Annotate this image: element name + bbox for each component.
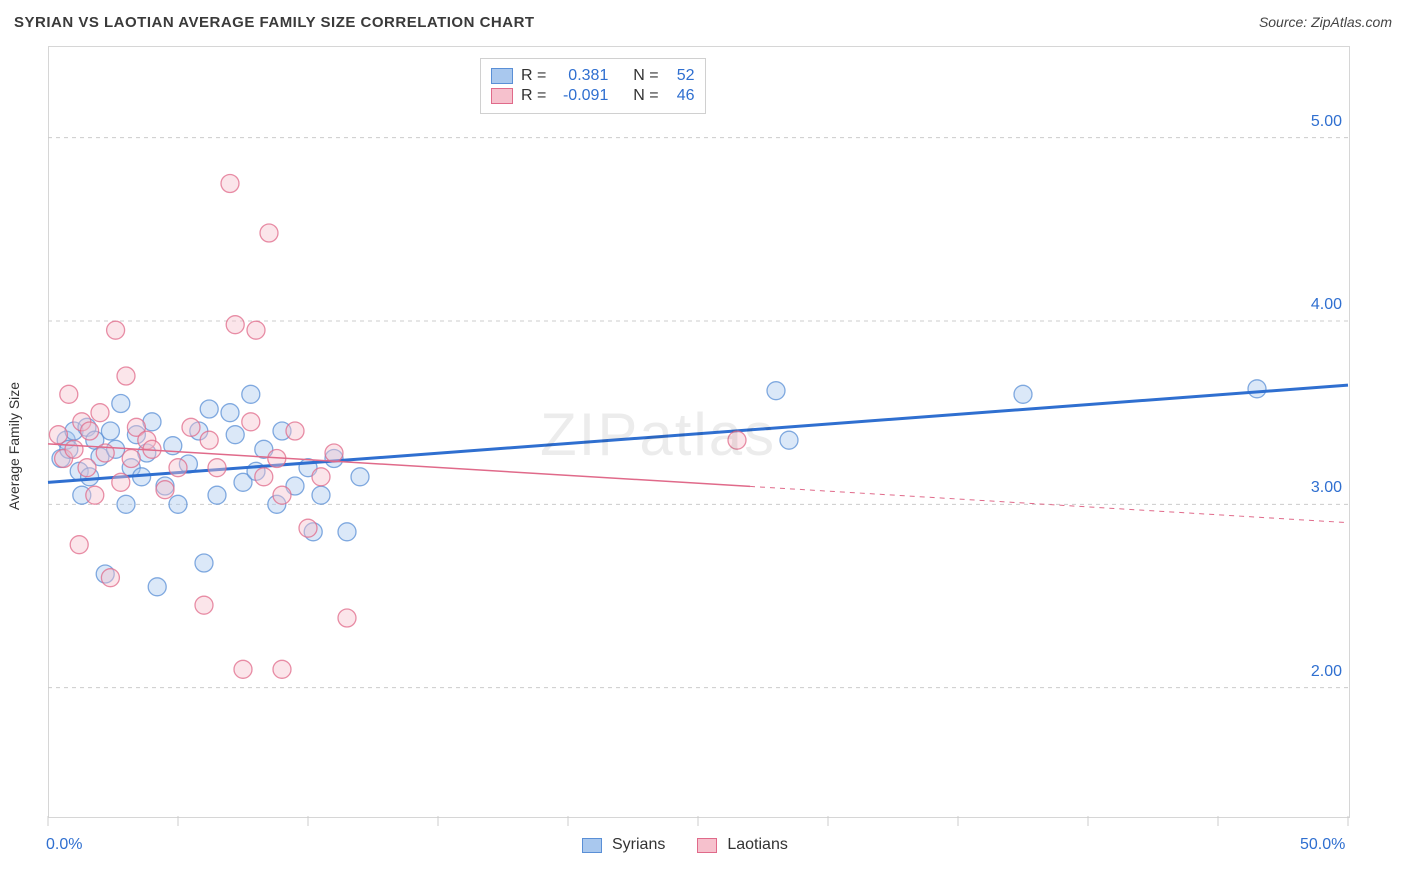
scatter-point (299, 519, 317, 537)
legend-swatch (582, 838, 602, 853)
stats-legend: R = 0.381 N = 52 R = -0.091 N = 46 (480, 58, 706, 114)
legend-swatch (697, 838, 717, 853)
scatter-point (226, 316, 244, 334)
scatter-point (60, 385, 78, 403)
scatter-point (117, 367, 135, 385)
scatter-point (117, 495, 135, 513)
scatter-point (242, 413, 260, 431)
stats-row: R = -0.091 N = 46 (491, 87, 695, 105)
scatter-point (112, 395, 130, 413)
legend-label: Laotians (727, 836, 788, 854)
scatter-point (247, 321, 265, 339)
chart-plot (48, 46, 1348, 816)
legend-swatch (491, 88, 513, 104)
scatter-point (728, 431, 746, 449)
chart-title: SYRIAN VS LAOTIAN AVERAGE FAMILY SIZE CO… (14, 14, 535, 31)
scatter-point (101, 422, 119, 440)
scatter-point (169, 495, 187, 513)
scatter-point (182, 418, 200, 436)
scatter-point (86, 486, 104, 504)
title-bar: SYRIAN VS LAOTIAN AVERAGE FAMILY SIZE CO… (14, 14, 1392, 31)
scatter-point (338, 609, 356, 627)
r-label: R = (521, 67, 546, 85)
r-value: 0.381 (554, 67, 608, 85)
scatter-point (65, 440, 83, 458)
r-value: -0.091 (554, 87, 608, 105)
scatter-point (273, 660, 291, 678)
scatter-point (226, 426, 244, 444)
scatter-point (208, 459, 226, 477)
scatter-point (221, 175, 239, 193)
scatter-point (221, 404, 239, 422)
scatter-point (49, 426, 67, 444)
scatter-point (200, 431, 218, 449)
scatter-point (273, 486, 291, 504)
scatter-point (70, 536, 88, 554)
y-tick-label: 2.00 (1298, 663, 1342, 681)
scatter-point (767, 382, 785, 400)
scatter-point (200, 400, 218, 418)
scatter-point (195, 596, 213, 614)
scatter-point (208, 486, 226, 504)
scatter-point (255, 468, 273, 486)
scatter-point (81, 422, 99, 440)
scatter-point (351, 468, 369, 486)
legend-swatch (491, 68, 513, 84)
scatter-point (780, 431, 798, 449)
scatter-point (78, 459, 96, 477)
scatter-point (1248, 380, 1266, 398)
scatter-point (122, 450, 140, 468)
scatter-point (1014, 385, 1032, 403)
series-legend: Syrians Laotians (582, 836, 810, 854)
scatter-point (107, 321, 125, 339)
y-tick-label: 4.00 (1298, 296, 1342, 314)
r-label: R = (521, 87, 546, 105)
n-label: N = (633, 67, 658, 85)
scatter-point (312, 468, 330, 486)
n-value: 52 (667, 67, 695, 85)
x-min-label: 0.0% (46, 836, 82, 854)
n-value: 46 (667, 87, 695, 105)
y-tick-label: 5.00 (1298, 113, 1342, 131)
legend-label: Syrians (612, 836, 665, 854)
scatter-point (286, 422, 304, 440)
scatter-point (148, 578, 166, 596)
x-max-label: 50.0% (1300, 836, 1345, 854)
scatter-point (325, 444, 343, 462)
stats-row: R = 0.381 N = 52 (491, 67, 695, 85)
scatter-point (312, 486, 330, 504)
source-label: Source: ZipAtlas.com (1259, 14, 1392, 30)
scatter-point (112, 473, 130, 491)
scatter-point (195, 554, 213, 572)
scatter-point (101, 569, 119, 587)
scatter-point (260, 224, 278, 242)
scatter-point (169, 459, 187, 477)
trend-line (48, 444, 750, 487)
scatter-point (234, 660, 252, 678)
scatter-point (338, 523, 356, 541)
scatter-point (242, 385, 260, 403)
y-tick-label: 3.00 (1298, 479, 1342, 497)
n-label: N = (633, 87, 658, 105)
scatter-point (156, 481, 174, 499)
scatter-point (91, 404, 109, 422)
